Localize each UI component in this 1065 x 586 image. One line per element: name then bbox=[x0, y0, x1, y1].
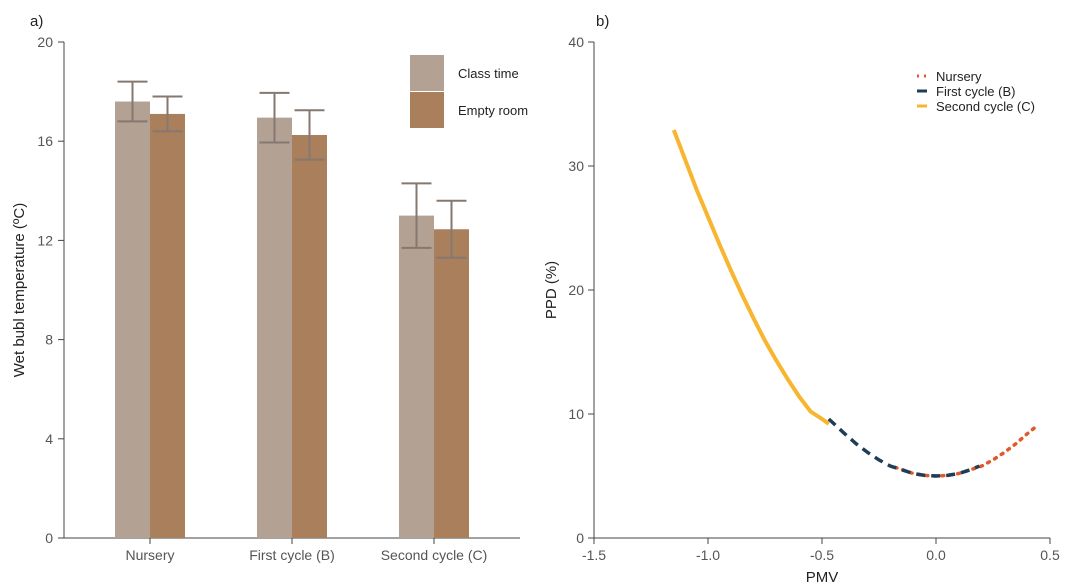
x-tick-label: Nursery bbox=[125, 547, 174, 563]
panel-b-yticks: 0 10 20 30 40 bbox=[568, 34, 594, 546]
y-tick-label: 8 bbox=[45, 332, 53, 348]
x-tick-label: First cycle (B) bbox=[249, 547, 335, 563]
x-tick-label: Second cycle (C) bbox=[381, 547, 488, 563]
bar bbox=[399, 215, 434, 538]
panel-b-lines bbox=[671, 129, 1039, 478]
error-bar bbox=[436, 199, 467, 259]
legend-label-empty-room: Empty room bbox=[458, 103, 528, 118]
panel-a-xticks: Nursery First cycle (B) Second cycle (C) bbox=[125, 538, 487, 563]
y-tick-label: 16 bbox=[37, 133, 53, 149]
legend-label-first-cycle: First cycle (B) bbox=[936, 84, 1015, 99]
panel-b-x-axis-label: PMV bbox=[806, 569, 839, 586]
bar bbox=[115, 101, 150, 539]
panel-a-yticks: 0 4 8 12 16 20 bbox=[37, 34, 64, 546]
panel-b-legend: Nursery First cycle (B) Second cycle (C) bbox=[917, 69, 1035, 114]
panel-a-axes: 0 4 8 12 16 20 Nursery First cycle (B) Second c… bbox=[11, 34, 520, 563]
error-bar bbox=[294, 109, 325, 161]
y-tick-label: 30 bbox=[568, 158, 584, 174]
bar bbox=[434, 229, 469, 539]
x-tick-label: -0.5 bbox=[810, 547, 834, 563]
bar bbox=[257, 117, 292, 538]
series-line-second-cycle-c bbox=[671, 129, 830, 426]
series-line-nursery bbox=[893, 424, 1039, 478]
error-bar bbox=[117, 80, 148, 123]
x-tick-label: -1.5 bbox=[582, 547, 606, 563]
x-tick-label: 0.5 bbox=[1040, 547, 1060, 563]
x-tick-label: -1.0 bbox=[696, 547, 720, 563]
legend-label-nursery: Nursery bbox=[936, 69, 982, 84]
panel-a-legend: Class time Empty room bbox=[410, 55, 528, 128]
legend-swatch-class-time bbox=[410, 55, 444, 91]
y-tick-label: 40 bbox=[568, 34, 584, 50]
error-bar bbox=[259, 91, 290, 144]
y-tick-label: 20 bbox=[568, 282, 584, 298]
legend-label-class-time: Class time bbox=[458, 66, 519, 81]
y-tick-label: 12 bbox=[37, 232, 53, 248]
y-tick-label: 0 bbox=[45, 530, 53, 546]
x-tick-label: 0.0 bbox=[926, 547, 946, 563]
y-tick-label: 4 bbox=[45, 431, 53, 447]
panel-b-xticks: -1.5 -1.0 -0.5 0.0 0.5 bbox=[582, 538, 1060, 563]
y-tick-label: 10 bbox=[568, 406, 584, 422]
bar bbox=[150, 113, 185, 539]
y-tick-label: 20 bbox=[37, 34, 53, 50]
error-bar bbox=[152, 95, 183, 133]
error-bar bbox=[401, 182, 432, 249]
y-tick-label: 0 bbox=[576, 530, 584, 546]
panel-a-error-bars bbox=[117, 80, 467, 259]
panel-b-y-axis-label: PPD (%) bbox=[543, 261, 560, 319]
panel-a-y-axis-label: Wet bubl temperature (ºC) bbox=[11, 203, 28, 377]
panel-b-axes: 0 10 20 30 40 -1.5 -1.0 -0.5 0.0 0.5 PPD (%) PMV bbox=[543, 34, 1060, 586]
bar bbox=[292, 135, 327, 538]
panel-b-label: b) bbox=[596, 13, 609, 30]
legend-swatch-empty-room bbox=[410, 92, 444, 128]
legend-label-second-cycle: Second cycle (C) bbox=[936, 99, 1035, 114]
series-line-first-cycle-b bbox=[827, 417, 980, 478]
panel-a-label: a) bbox=[30, 13, 43, 30]
panel-a-bars bbox=[115, 101, 469, 539]
